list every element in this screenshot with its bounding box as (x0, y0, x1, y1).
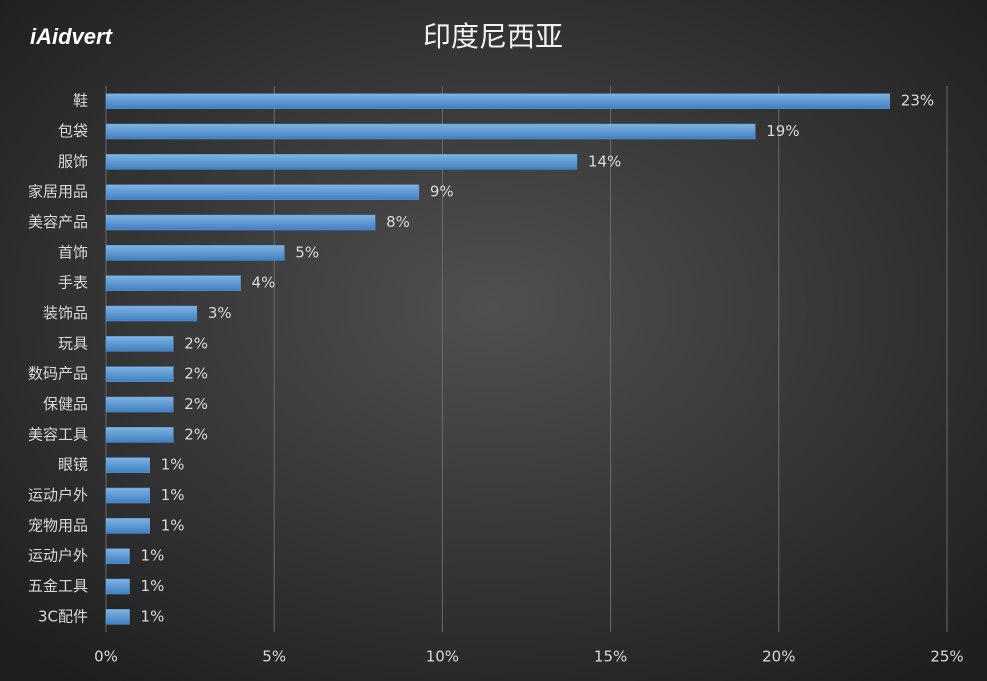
bar (105, 396, 174, 413)
x-tick-label: 25% (930, 648, 963, 666)
x-tick-label: 0% (94, 648, 118, 666)
bar (105, 184, 420, 200)
bar (105, 518, 150, 534)
y-tick-label: 手表 (58, 274, 88, 292)
bar (105, 487, 150, 504)
x-tick-label: 5% (262, 648, 286, 666)
y-tick-label: 宠物用品 (28, 516, 88, 534)
y-tick-label: 首饰 (58, 243, 88, 261)
bar (105, 214, 376, 231)
y-tick-label: 美容产品 (28, 213, 88, 231)
data-label: 3% (208, 304, 232, 322)
bar (105, 275, 241, 291)
y-tick-label: 眼镜 (58, 456, 88, 474)
data-label: 1% (161, 456, 185, 474)
y-tick-label: 五金工具 (28, 577, 88, 595)
data-label: 2% (184, 395, 208, 413)
data-label: 14% (588, 152, 621, 170)
y-tick-label: 装饰品 (43, 304, 88, 322)
bar (105, 245, 285, 261)
bar (105, 305, 198, 322)
y-tick-label: 鞋 (73, 92, 88, 110)
y-tick-label: 家居用品 (28, 183, 88, 201)
bar (105, 336, 174, 352)
chart-title: 印度尼西亚 (423, 20, 563, 53)
data-label: 2% (184, 425, 208, 443)
y-tick-label: 包袋 (58, 122, 88, 140)
bar (105, 548, 130, 564)
data-label: 23% (901, 92, 934, 110)
bar (105, 123, 756, 140)
logo: iAidvert (30, 24, 114, 49)
data-label: 1% (141, 607, 165, 625)
x-tick-label: 15% (594, 648, 627, 666)
y-tick-label: 美容工具 (28, 425, 88, 443)
y-tick-label: 保健品 (43, 395, 88, 413)
y-tick-label: 运动户外 (28, 486, 88, 504)
data-label: 9% (430, 183, 454, 201)
bar (105, 93, 891, 109)
bar (105, 366, 174, 382)
data-label: 2% (184, 365, 208, 383)
y-tick-label: 服饰 (58, 152, 88, 170)
y-tick-label: 玩具 (58, 334, 88, 352)
y-tick-label: 3C配件 (38, 607, 88, 625)
data-label: 1% (161, 486, 185, 504)
x-tick-label: 10% (426, 648, 459, 666)
y-tick-label: 运动户外 (28, 547, 88, 565)
x-tick-label: 20% (762, 648, 795, 666)
bar (105, 427, 174, 443)
data-label: 8% (386, 213, 410, 231)
data-label: 1% (141, 547, 165, 565)
data-label: 2% (184, 334, 208, 352)
y-tick-label: 数码产品 (28, 365, 88, 383)
data-label: 4% (252, 274, 276, 292)
bar (105, 578, 130, 595)
bar (105, 154, 578, 170)
data-label: 1% (161, 516, 185, 534)
data-label: 19% (766, 122, 799, 140)
data-label: 1% (141, 577, 165, 595)
data-label: 5% (295, 243, 319, 261)
bar (105, 457, 150, 473)
bar (105, 609, 130, 625)
